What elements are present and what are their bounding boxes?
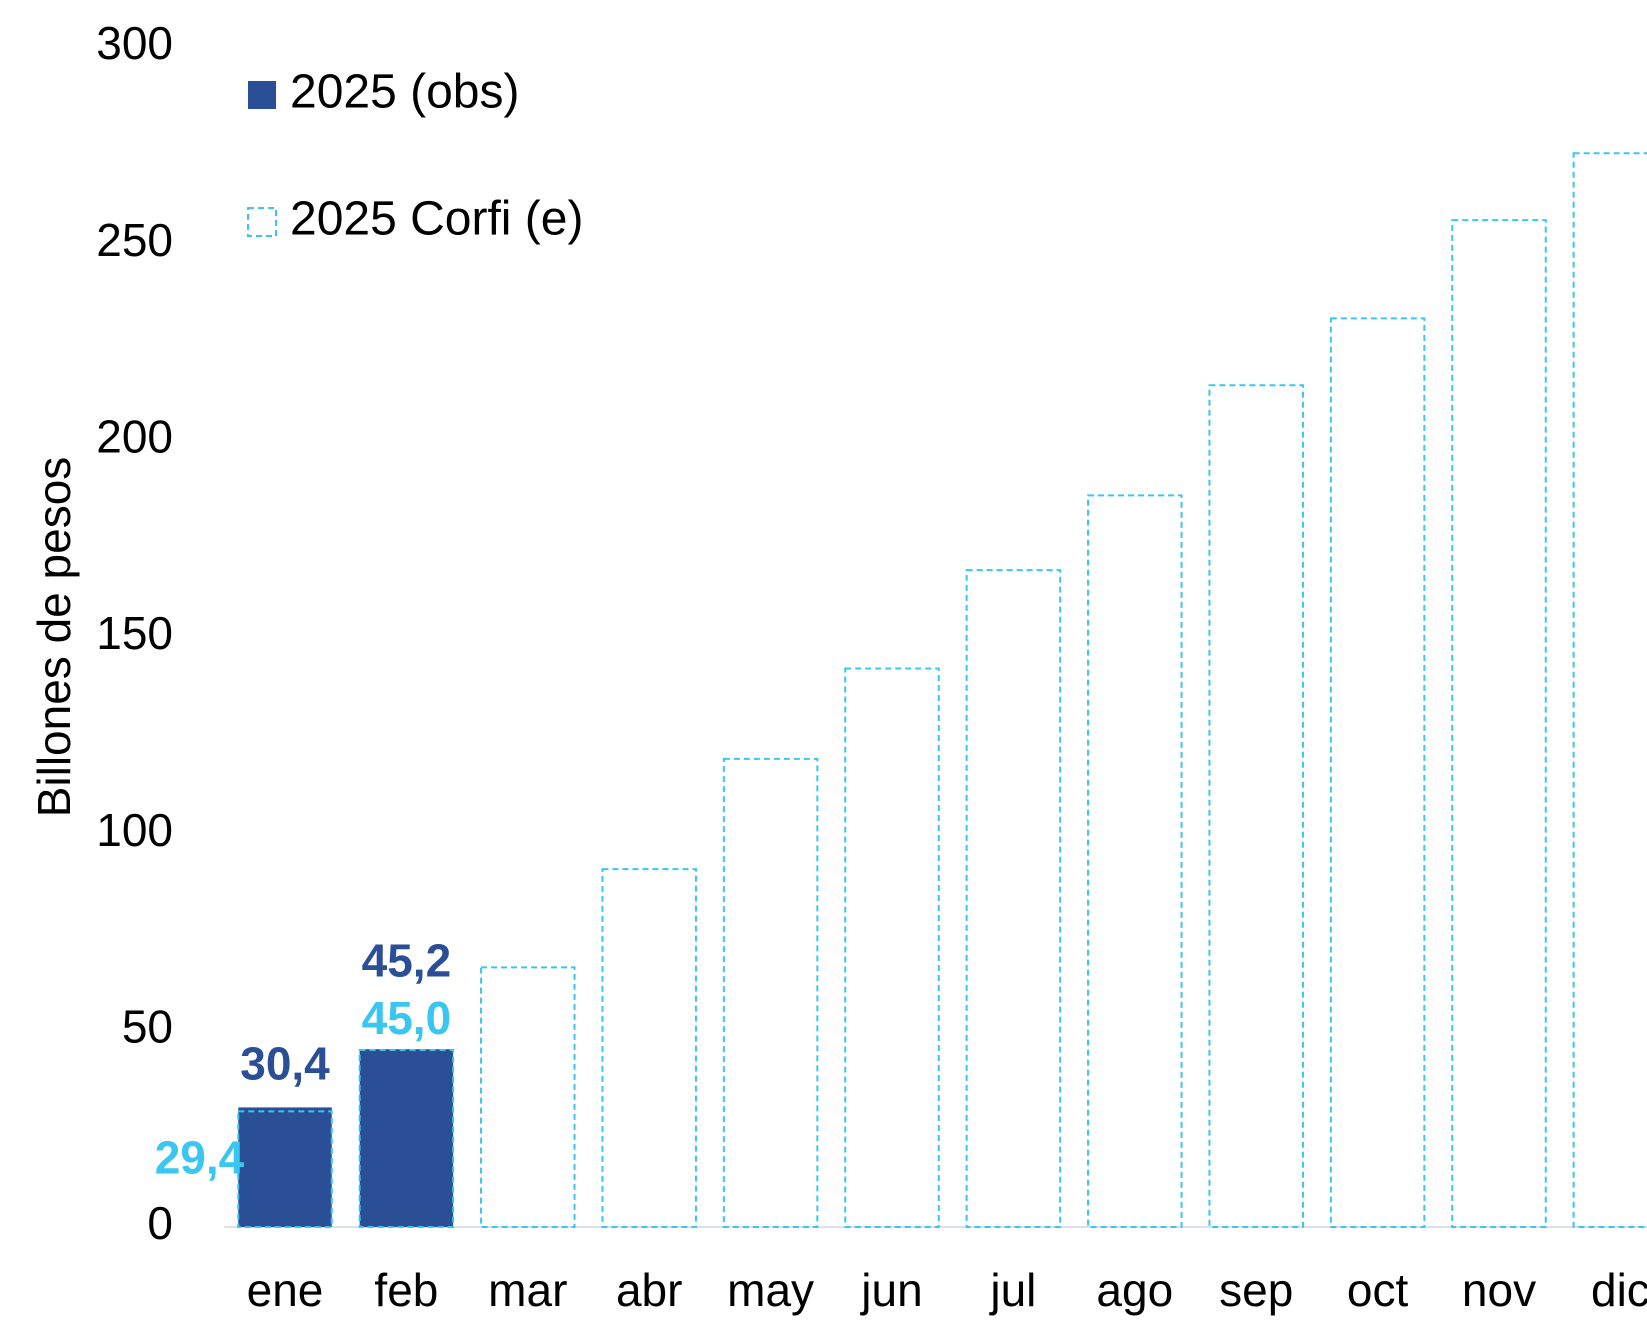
bar-outline — [722, 757, 819, 1229]
data-label: 45,2 — [362, 934, 452, 986]
legend-swatch — [248, 81, 276, 109]
legend-swatch — [247, 207, 277, 237]
data-label: 29,4 — [155, 1132, 245, 1184]
x-tick-label: sep — [1219, 1264, 1293, 1316]
bar — [359, 1049, 454, 1227]
x-tick-label: ago — [1096, 1264, 1173, 1316]
y-tick-label: 0 — [147, 1197, 173, 1249]
x-tick-label: may — [727, 1264, 814, 1316]
bar-outline — [844, 667, 940, 1228]
bar-outline — [1208, 384, 1304, 1228]
bar — [238, 1107, 332, 1227]
bar-outline — [1572, 152, 1647, 1229]
x-tick-label: ene — [247, 1264, 324, 1316]
bar-outline — [480, 966, 576, 1229]
bar-outline — [1451, 219, 1547, 1229]
x-tick-label: feb — [374, 1264, 438, 1316]
bar-outline — [237, 1110, 333, 1228]
y-tick-label: 200 — [96, 410, 173, 462]
bar-outline — [358, 1049, 455, 1228]
y-tick-label: 50 — [122, 1000, 173, 1052]
y-tick-label: 250 — [96, 214, 173, 266]
bar-outline — [1329, 317, 1426, 1228]
legend-label: 2025 (obs) — [290, 66, 519, 119]
y-axis-label: Billones de pesos — [28, 457, 80, 818]
data-label: 30,4 — [240, 1038, 330, 1090]
x-tick-label: oct — [1347, 1264, 1409, 1316]
legend-label: 2025 Corfi (e) — [290, 193, 583, 246]
data-label: 45,0 — [362, 992, 452, 1044]
bar-outline — [965, 569, 1062, 1228]
y-tick-label: 100 — [96, 804, 173, 856]
x-tick-label: abr — [616, 1264, 682, 1316]
x-tick-label: jul — [988, 1264, 1036, 1316]
bar-outline — [601, 868, 697, 1228]
x-tick-label: nov — [1462, 1264, 1536, 1316]
x-tick-label: dic — [1591, 1264, 1647, 1316]
bar-outline — [1087, 494, 1183, 1228]
x-tick-label: mar — [488, 1264, 567, 1316]
y-tick-label: 150 — [96, 607, 173, 659]
x-tick-label: jun — [859, 1264, 922, 1316]
y-tick-label: 300 — [96, 17, 173, 69]
